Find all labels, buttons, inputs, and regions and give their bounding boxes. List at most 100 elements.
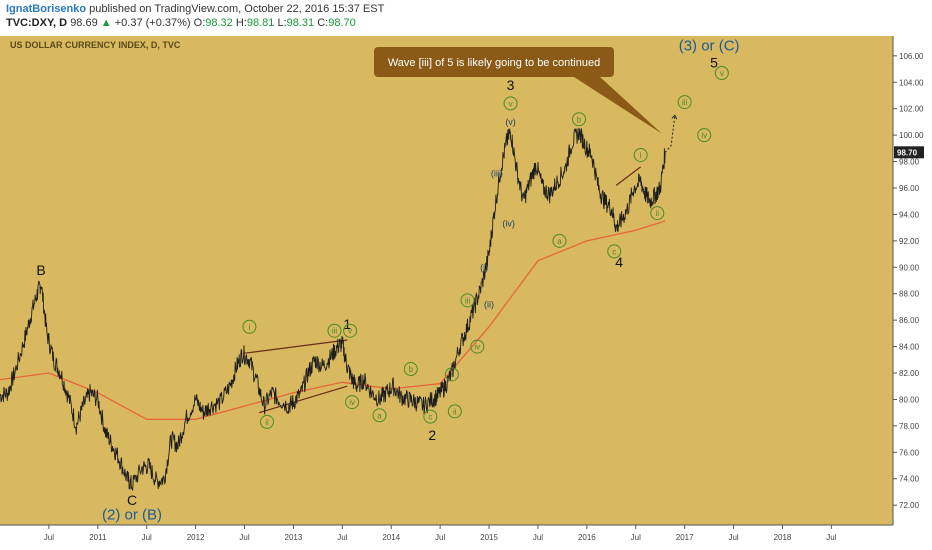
y-tick-label: 104.00 — [899, 78, 924, 87]
y-tick-label: 80.00 — [899, 395, 920, 404]
open-label: O: — [193, 17, 206, 29]
x-tick-label: 2013 — [285, 533, 303, 542]
y-tick-label: 106.00 — [899, 52, 924, 61]
y-tick-label: 76.00 — [899, 448, 920, 457]
wave-label-circle — [372, 408, 387, 423]
y-tick-label: 72.00 — [899, 501, 920, 510]
projection-line — [664, 115, 676, 153]
wave-label-minor: a — [377, 411, 382, 420]
trendline — [615, 166, 642, 186]
y-tick-label: 98.00 — [899, 158, 920, 167]
wave-label-primary: B — [36, 262, 45, 278]
y-tick-label: 92.00 — [899, 237, 920, 246]
wave-label-minor: v — [509, 99, 513, 108]
x-tick-label: Jul — [728, 533, 738, 542]
wave-label-primary: C — [127, 492, 137, 508]
x-tick-label: 2016 — [578, 533, 596, 542]
price-change: +0.37 (+0.37%) — [114, 17, 191, 29]
wave-label-circle — [697, 128, 712, 143]
wave-label-circle — [343, 323, 358, 338]
wave-label-minor: v — [348, 327, 352, 336]
x-tick-label: Jul — [435, 533, 445, 542]
wave-label-minor: iv — [349, 398, 355, 407]
publisher-line: IgnatBorisenko published on TradingView.… — [6, 3, 384, 15]
wave-label-circle — [572, 112, 587, 127]
x-tick-label: 2018 — [774, 533, 792, 542]
plot-background — [0, 36, 893, 525]
high-value: 98.81 — [246, 17, 275, 29]
x-tick-label: Jul — [631, 533, 641, 542]
wave-label-minor: i — [249, 323, 251, 332]
wave-label-circle — [607, 244, 622, 259]
x-tick-label: Jul — [44, 533, 54, 542]
y-tick-label: 74.00 — [899, 475, 920, 484]
low-label: L: — [277, 17, 287, 29]
last-price: 98.69 — [70, 17, 98, 29]
wave-label-circle — [714, 66, 729, 81]
close-value: 98.70 — [328, 17, 356, 29]
y-tick-label: 90.00 — [899, 263, 920, 272]
wave-label-minor: b — [577, 115, 582, 124]
wave-label-minor: ii — [655, 209, 659, 218]
wave-label-circle — [260, 414, 275, 429]
wave-label-intermediate: (ii) — [484, 299, 494, 309]
moving-average-line — [0, 220, 666, 420]
chart-title: US DOLLAR CURRENCY INDEX, D, TVC — [10, 40, 181, 50]
wave-label-minor: i — [640, 151, 642, 160]
projection-arrow-icon — [671, 114, 678, 120]
trendline — [244, 339, 348, 354]
wave-label-primary: 2 — [428, 427, 436, 443]
wave-label-primary-alt: (2) or (B) — [102, 506, 162, 523]
published-text: published on TradingView.com, October 22… — [89, 3, 385, 15]
author-link[interactable]: IgnatBorisenko — [6, 3, 87, 15]
y-tick-label: 84.00 — [899, 343, 920, 352]
wave-label-minor: c — [428, 413, 432, 422]
wave-label-minor: ii — [453, 407, 457, 416]
wave-label-circle — [242, 319, 257, 334]
y-tick-label: 102.00 — [899, 105, 924, 114]
wave-label-minor: c — [612, 247, 616, 256]
symbol-label: TVC:DXY, D — [6, 17, 68, 29]
wave-label-primary: 3 — [507, 77, 515, 93]
y-tick-label: 100.00 — [899, 131, 924, 140]
y-tick-label: 86.00 — [899, 316, 920, 325]
wave-label-circle — [447, 404, 462, 419]
price-chart[interactable]: 72.00 74.00 76.00 78.00 80.00 82.00 84.00 86.00… — [0, 33, 932, 550]
wave-label-intermediate: (iii) — [491, 168, 503, 178]
wave-label-intermediate: (iv) — [502, 219, 515, 229]
high-label: H: — [235, 17, 247, 29]
callout-text: Wave [iii] of 5 is likely going to be co… — [388, 57, 600, 69]
wave-label-circle — [633, 147, 648, 162]
price-tag-label: 98.70 — [897, 148, 918, 157]
y-tick-label: 82.00 — [899, 369, 920, 378]
wave-label-primary-alt: (3) or (C) — [679, 37, 740, 54]
wave-label-intermediate: (v) — [505, 117, 516, 127]
y-tick-label: 88.00 — [899, 290, 920, 299]
y-tick-label: 78.00 — [899, 422, 920, 431]
wave-label-circle — [650, 206, 665, 221]
wave-label-circle — [677, 95, 692, 110]
wave-label-minor: v — [720, 69, 724, 78]
y-tick-label: 96.00 — [899, 184, 920, 193]
wave-label-primary: 5 — [710, 54, 718, 70]
open-value: 98.32 — [205, 17, 233, 29]
y-tick-label: 94.00 — [899, 210, 920, 219]
wave-label-primary: 1 — [343, 316, 351, 332]
x-tick-label: 2015 — [480, 533, 498, 542]
wave-label-minor: iii — [465, 296, 471, 305]
wave-label-circle — [327, 323, 342, 338]
close-label: C: — [317, 17, 329, 29]
wave-label-circle — [503, 96, 518, 111]
wave-label-minor: i — [451, 370, 453, 379]
x-tick-label: 2012 — [187, 533, 205, 542]
wave-label-minor: ii — [265, 418, 269, 427]
x-tick-label: Jul — [142, 533, 152, 542]
wave-label-intermediate: (i) — [480, 262, 488, 272]
symbol-quote-line: TVC:DXY, D 98.69 ▲ +0.37 (+0.37%) O:98.3… — [6, 17, 356, 29]
wave-label-circle — [403, 362, 418, 377]
x-tick-label: 2014 — [382, 533, 400, 542]
x-tick-label: Jul — [826, 533, 836, 542]
x-tick-label: 2017 — [676, 533, 694, 542]
wave-label-minor: a — [557, 237, 562, 246]
wave-label-circle — [552, 233, 567, 248]
